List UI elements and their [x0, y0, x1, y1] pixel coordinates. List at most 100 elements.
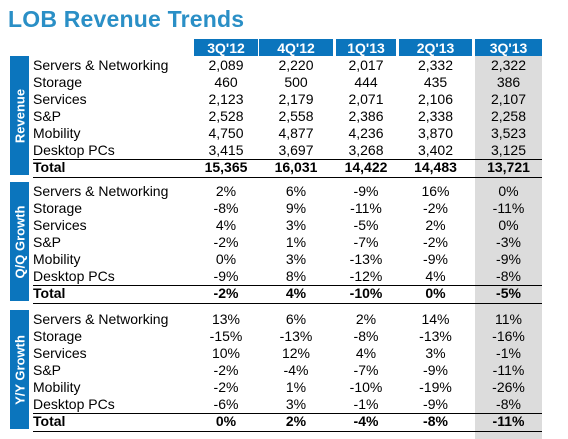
row-label: Total: [33, 285, 66, 301]
table-cell: 2,123: [208, 91, 244, 107]
table-row: Services 10% 12% 4% 3% -1%: [33, 345, 542, 362]
table-cell: -2%: [213, 379, 239, 395]
table-cell: -8%: [353, 328, 379, 344]
table-cell: 2,338: [417, 108, 454, 124]
table-cell: 2,089: [208, 57, 244, 73]
table-cell: -13%: [349, 251, 383, 267]
table-cell: 8%: [285, 268, 307, 284]
row-label: Storage: [33, 74, 83, 90]
table-cell: 16%: [421, 183, 450, 199]
table-cell: -8%: [496, 268, 521, 284]
section-label: Q/Q Growth: [12, 205, 27, 278]
table-cell: -3%: [496, 234, 521, 250]
table-cell: 6%: [285, 311, 307, 327]
table-cell: 4,877: [278, 125, 314, 141]
table-cell: -7%: [353, 362, 379, 378]
page-title: LOB Revenue Trends: [8, 6, 245, 32]
row-label: Servers & Networking: [33, 57, 169, 73]
row-label: Services: [33, 91, 87, 107]
table-cell: 2,258: [490, 108, 527, 124]
row-label: Mobility: [33, 125, 81, 141]
table-row: Storage 460 500 444 435 386: [33, 74, 542, 91]
table-row: Storage -15% -13% -8% -13% -16%: [33, 328, 542, 345]
table-cell: 14%: [421, 311, 450, 327]
table-cell: 13,721: [487, 159, 530, 175]
section-label: Y/Y Growth: [12, 334, 27, 405]
table-cell: -2%: [213, 285, 239, 301]
table-cell: 2,071: [348, 91, 384, 107]
table-cell: 2,322: [490, 57, 527, 73]
table-cell: -7%: [353, 234, 379, 250]
row-label: S&P: [33, 234, 62, 250]
table-cell: 3%: [285, 251, 307, 267]
table-cell: -9%: [496, 251, 521, 267]
table-cell: 13%: [211, 311, 241, 327]
section-separator: [33, 177, 542, 178]
table-cell: 3,268: [348, 142, 384, 158]
table-row: Mobility -2% 1% -10% -19% -26%: [33, 379, 542, 396]
table-cell: 2,179: [278, 91, 314, 107]
table-cell: -11%: [350, 200, 382, 216]
table-cell: 4,236: [348, 125, 384, 141]
table-cell: 2%: [355, 311, 377, 327]
section-band: Y/Y Growth: [10, 310, 29, 429]
table-row: Servers & Networking 2% 6% -9% 16% 0%: [33, 183, 542, 200]
table-row: Services 4% 3% -5% 2% 0%: [33, 217, 542, 234]
row-label: Desktop PCs: [33, 396, 115, 412]
table-cell: 3%: [425, 345, 446, 361]
column-header: 3Q'13: [475, 39, 543, 56]
table-cell: -26%: [492, 379, 525, 395]
table-cell: 2,106: [417, 91, 454, 107]
row-label: Services: [33, 345, 87, 361]
table-cell: -19%: [419, 379, 452, 395]
table-cell: -9%: [423, 396, 448, 412]
table-cell: -2%: [423, 200, 448, 216]
table-cell: -2%: [213, 234, 239, 250]
table-row: Desktop PCs -9% 8% -12% 4% -8%: [33, 268, 542, 285]
table-cell: 386: [496, 74, 521, 90]
table-cell: 4%: [285, 285, 307, 301]
table-cell: -10%: [349, 379, 383, 395]
table-cell: 14,483: [414, 159, 457, 175]
table-cell: 10%: [211, 345, 241, 361]
table-cell: -8%: [496, 396, 521, 412]
table-cell: 3,402: [417, 142, 454, 158]
table-cell: 3,697: [278, 142, 314, 158]
table-cell: 444: [354, 74, 378, 90]
total-rule: [33, 159, 542, 160]
section-band: Q/Q Growth: [10, 182, 29, 301]
row-label: Servers & Networking: [33, 183, 169, 199]
table-cell: 9%: [285, 200, 307, 216]
table-cell: 15,365: [204, 159, 248, 175]
latest-quarter-highlight: [475, 56, 542, 439]
table-cell: 500: [284, 74, 308, 90]
table-cell: 2,528: [208, 108, 244, 124]
table-cell: -10%: [349, 285, 383, 301]
table-cell: 4,750: [208, 125, 244, 141]
table-row: Desktop PCs -6% 3% -1% -9% -8%: [33, 396, 542, 413]
column-header: 2Q'13: [399, 39, 473, 56]
table-row: Servers & Networking 2,089 2,220 2,017 2,332…: [33, 57, 542, 74]
table-cell: 16,031: [274, 159, 318, 175]
table-cell: 0%: [215, 251, 237, 267]
table-cell: -4%: [283, 362, 309, 378]
table-row: Desktop PCs 3,415 3,697 3,268 3,402 3,125: [33, 142, 542, 159]
table-cell: -16%: [492, 328, 525, 344]
table-row: Storage -8% 9% -11% -2% -11%: [33, 200, 542, 217]
table-cell: -9%: [353, 183, 379, 199]
table-row: S&P -2% 1% -7% -2% -3%: [33, 234, 542, 251]
table-row: S&P 2,528 2,558 2,386 2,338 2,258: [33, 108, 542, 125]
table-cell: 2,332: [417, 57, 454, 73]
table-cell: 460: [214, 74, 238, 90]
table-cell: -8%: [423, 413, 448, 429]
total-rule: [33, 413, 542, 414]
table-cell: 3%: [285, 396, 307, 412]
table-cell: 2%: [425, 217, 446, 233]
row-label: Storage: [33, 200, 83, 216]
row-label: Mobility: [33, 379, 81, 395]
table-cell: -11%: [492, 200, 525, 216]
table-cell: -13%: [279, 328, 313, 344]
table-cell: -12%: [349, 268, 383, 284]
table-cell: 2,017: [348, 57, 384, 73]
table-row: Mobility 4,750 4,877 4,236 3,870 3,523: [33, 125, 542, 142]
